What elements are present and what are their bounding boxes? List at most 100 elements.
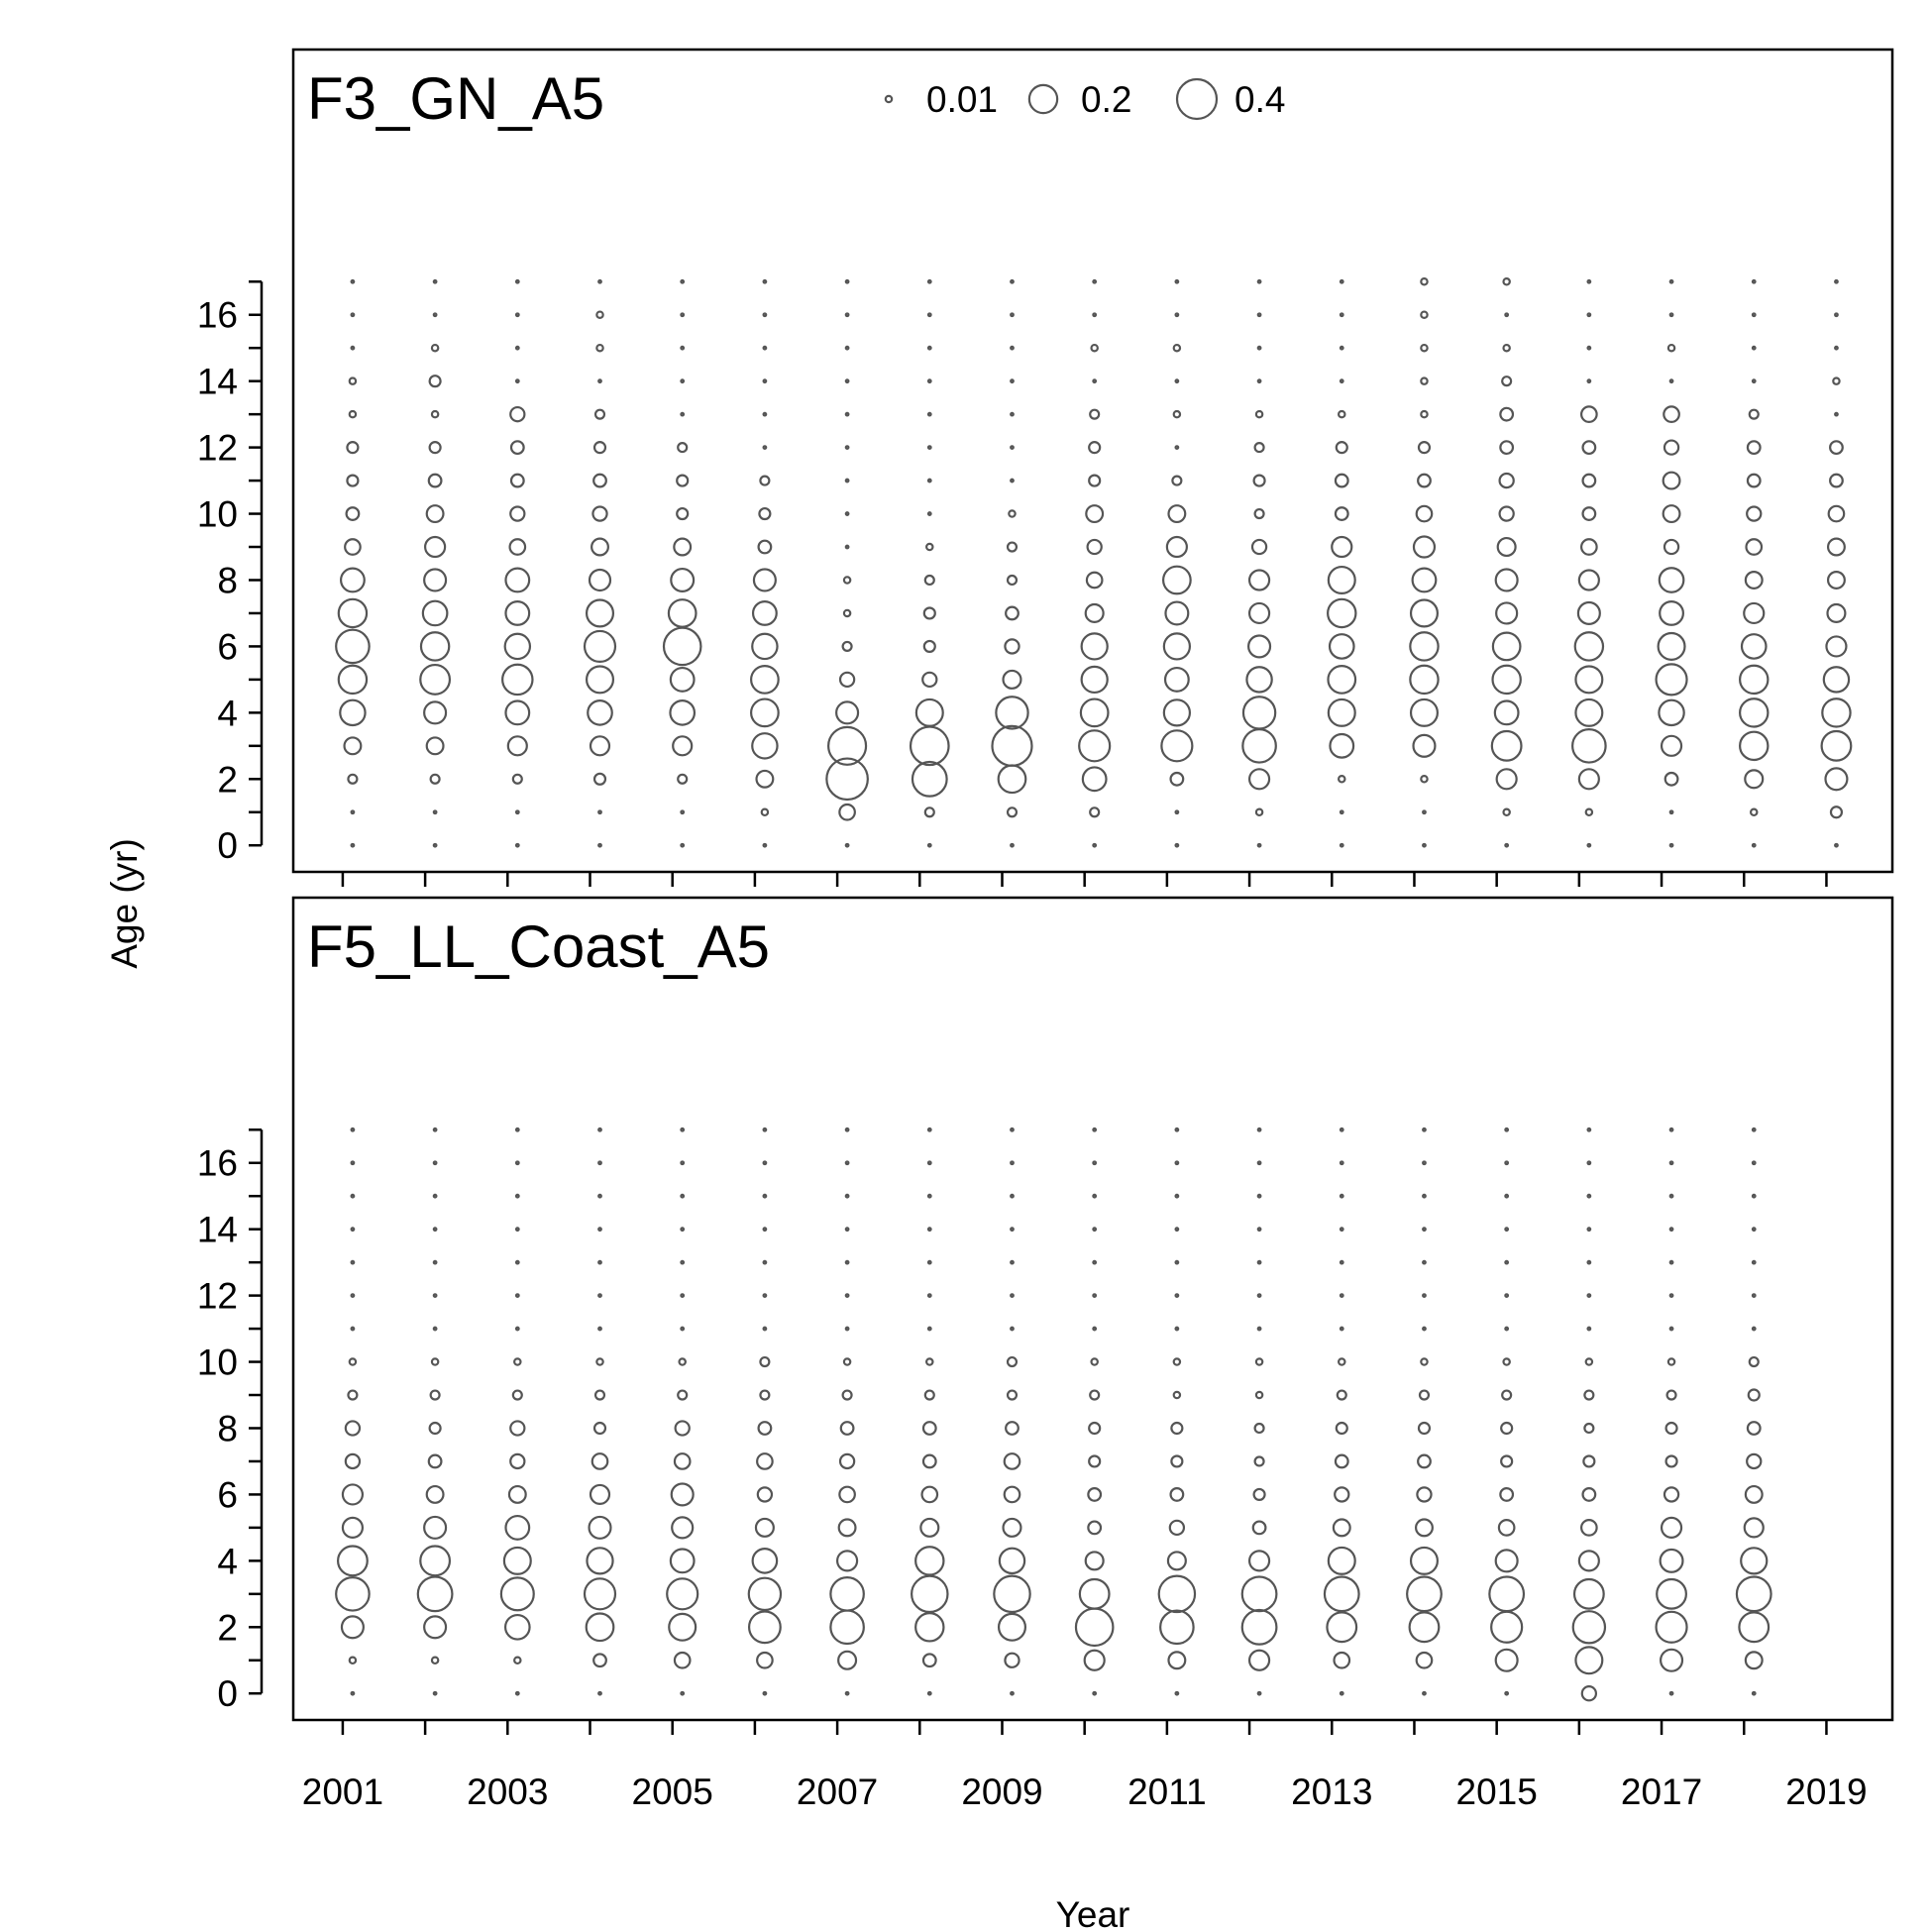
data-bubble (1668, 1127, 1674, 1132)
data-bubble (344, 1420, 362, 1437)
data-bubble (923, 1389, 935, 1401)
data-bubble (514, 278, 520, 284)
data-bubble (762, 278, 768, 284)
data-bubble (597, 278, 602, 284)
data-bubble (844, 1326, 850, 1332)
data-bubble (1751, 1127, 1757, 1132)
data-bubble (343, 736, 363, 756)
data-bubble (1172, 343, 1182, 353)
data-bubble (585, 598, 615, 628)
data-bubble (1826, 602, 1847, 623)
data-bubble (680, 1690, 686, 1696)
data-bubble (1583, 1389, 1595, 1401)
data-bubble (350, 842, 356, 848)
data-bubble (844, 378, 850, 384)
data-bubble (1738, 1611, 1771, 1644)
y-tick-label: 4 (217, 1541, 238, 1581)
data-bubble (1664, 1454, 1678, 1468)
data-bubble (1253, 507, 1265, 520)
data-bubble (1253, 442, 1265, 454)
data-bubble (432, 1690, 438, 1696)
data-bubble (1417, 441, 1432, 455)
data-bubble (1409, 1546, 1439, 1575)
data-bubble (1326, 1611, 1358, 1644)
data-bubble (597, 842, 602, 848)
data-bubble (844, 1690, 850, 1696)
data-bubble (1006, 1355, 1019, 1368)
data-bubble (514, 1690, 520, 1696)
data-bubble (1010, 842, 1015, 848)
data-bubble (1665, 1389, 1677, 1401)
data-bubble (1339, 278, 1344, 284)
data-bubble (1826, 537, 1846, 557)
data-bubble (842, 576, 852, 585)
data-bubble (841, 1389, 853, 1401)
data-bubble (1751, 378, 1757, 384)
data-bubble (1586, 312, 1592, 318)
data-bubble (1174, 1193, 1180, 1199)
data-bubble (514, 345, 520, 351)
data-bubble (504, 567, 531, 593)
data-bubble (1572, 1577, 1605, 1610)
data-bubble (1751, 1193, 1757, 1199)
data-bubble (747, 1610, 782, 1645)
data-bubble (432, 1259, 438, 1265)
data-bubble (1328, 633, 1355, 660)
data-bubble (760, 807, 770, 817)
data-bubble (597, 1127, 602, 1132)
data-bubble (1254, 1357, 1264, 1366)
data-bubble (1662, 504, 1681, 524)
data-bubble (593, 1389, 606, 1401)
data-bubble (825, 757, 869, 802)
data-bubble (754, 1517, 775, 1538)
x-tick-label: 2015 (1456, 1771, 1538, 1812)
data-bubble (1088, 474, 1102, 487)
data-bubble (1339, 1690, 1344, 1696)
data-bubble (837, 1650, 858, 1670)
data-bubble (1422, 1326, 1427, 1332)
data-bubble (680, 411, 686, 417)
data-bubble (1084, 1551, 1105, 1571)
data-bubble (926, 278, 932, 284)
data-bubble (677, 1389, 689, 1401)
data-bubble (762, 1690, 768, 1696)
data-bubble (837, 1518, 857, 1538)
data-bubble (423, 1615, 448, 1640)
data-bubble (504, 600, 531, 626)
data-bubble (922, 639, 936, 653)
data-bubble (1172, 1357, 1182, 1366)
data-bubble (1005, 605, 1020, 621)
data-bubble (1668, 809, 1674, 815)
x-tick-label: 2017 (1621, 1771, 1702, 1812)
data-bubble (429, 773, 441, 785)
data-bubble (677, 773, 689, 785)
data-bubble (1501, 1389, 1513, 1401)
data-bubble (1500, 1421, 1514, 1436)
data-bubble (514, 1326, 520, 1332)
data-bubble (514, 1127, 520, 1132)
data-bubble (350, 278, 356, 284)
data-bubble (1586, 1193, 1592, 1199)
data-bubble (1174, 278, 1180, 284)
data-bubble (1256, 1690, 1262, 1696)
data-bubble (1160, 729, 1194, 763)
data-bubble (844, 842, 850, 848)
data-bubble (756, 1486, 774, 1503)
data-bubble (1660, 1516, 1683, 1539)
data-bubble (1412, 535, 1437, 559)
data-bubble (1010, 1227, 1015, 1233)
data-bubble (1086, 538, 1103, 556)
data-bubble (1174, 1227, 1180, 1233)
data-bubble (583, 1577, 617, 1611)
data-bubble (844, 1160, 850, 1166)
data-bubble (1664, 1421, 1678, 1436)
data-bubble (919, 1517, 940, 1538)
data-bubble (1663, 1486, 1680, 1503)
data-bubble (1657, 631, 1686, 661)
data-bubble (1085, 504, 1105, 524)
data-bubble (1668, 1227, 1674, 1233)
data-bubble (1162, 632, 1192, 661)
data-bubble (1746, 505, 1763, 522)
data-bubble (432, 1227, 438, 1233)
data-bubble (762, 345, 768, 351)
